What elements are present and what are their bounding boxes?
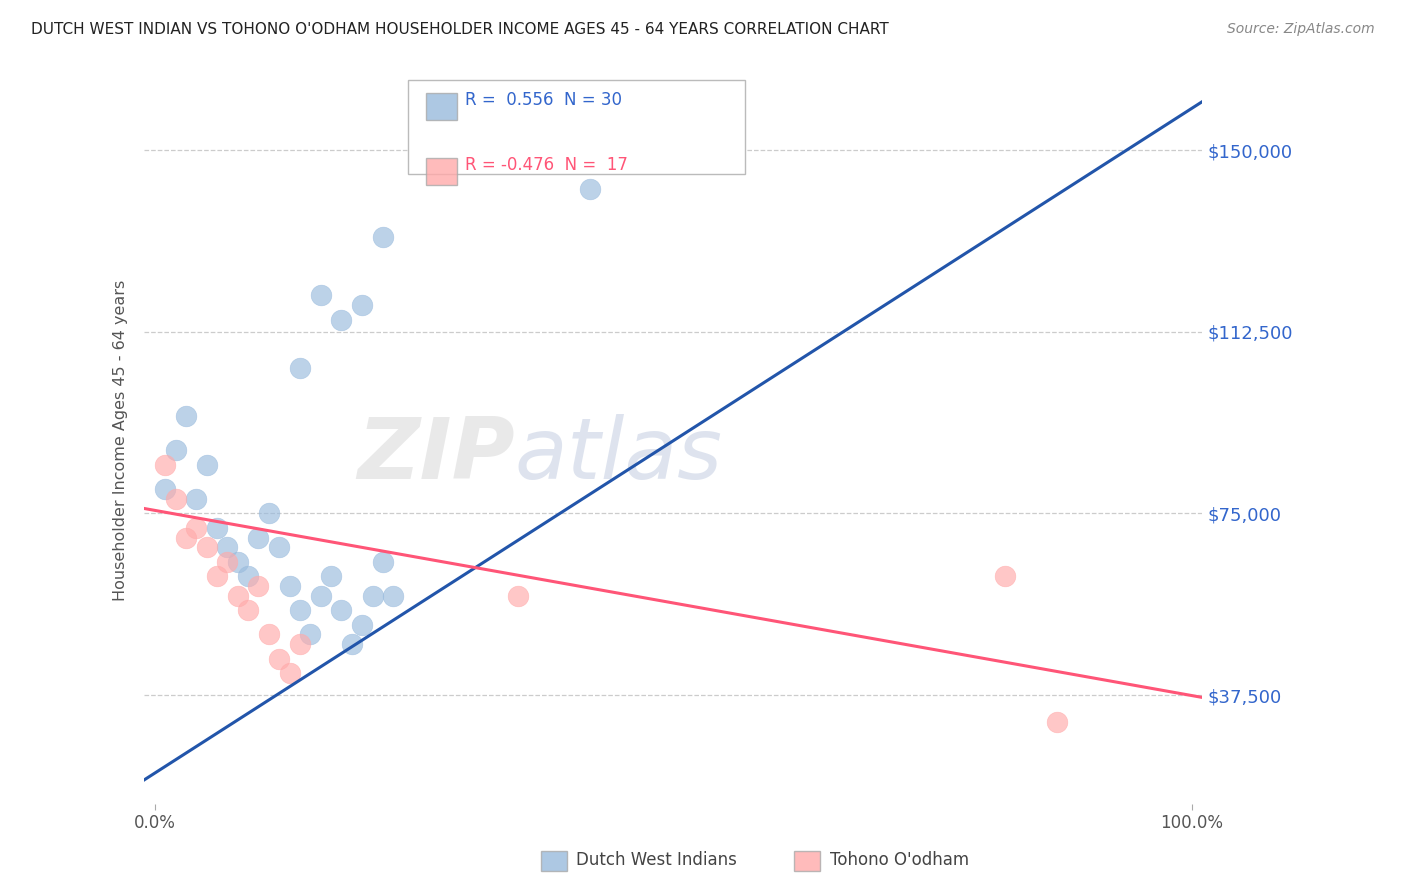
Y-axis label: Householder Income Ages 45 - 64 years: Householder Income Ages 45 - 64 years [114, 280, 128, 601]
Point [217, 541, 239, 555]
Point [288, 637, 311, 651]
Point [236, 569, 259, 583]
Point [153, 482, 176, 496]
Point [269, 541, 291, 555]
Point [226, 555, 249, 569]
Point [217, 555, 239, 569]
Point [205, 521, 228, 535]
Point [195, 458, 218, 472]
Point [257, 627, 280, 641]
Point [226, 589, 249, 603]
Text: Source: ZipAtlas.com: Source: ZipAtlas.com [1227, 22, 1375, 37]
Text: R = -0.476  N =  17: R = -0.476 N = 17 [465, 156, 628, 174]
Point [257, 507, 280, 521]
Point [299, 627, 322, 641]
Text: R =  0.556  N = 30: R = 0.556 N = 30 [465, 91, 623, 109]
Point [278, 579, 301, 593]
Point [165, 443, 187, 458]
Point [278, 666, 301, 681]
Point [247, 579, 270, 593]
Point [174, 531, 197, 545]
Point [186, 491, 208, 506]
Point [269, 651, 291, 665]
Text: Tohono O'odham: Tohono O'odham [830, 851, 969, 869]
Point [165, 491, 187, 506]
Point [506, 589, 529, 603]
Point [382, 589, 405, 603]
Point [352, 298, 374, 312]
Text: ZIP: ZIP [357, 414, 515, 497]
Point [195, 541, 218, 555]
Point [330, 312, 353, 326]
Point [371, 555, 394, 569]
Point [579, 182, 602, 196]
Point [361, 589, 384, 603]
Point [641, 153, 664, 167]
Point [319, 569, 342, 583]
Point [186, 521, 208, 535]
Text: DUTCH WEST INDIAN VS TOHONO O'ODHAM HOUSEHOLDER INCOME AGES 45 - 64 YEARS CORREL: DUTCH WEST INDIAN VS TOHONO O'ODHAM HOUS… [31, 22, 889, 37]
Point [174, 409, 197, 424]
Point [309, 589, 332, 603]
Point [1046, 714, 1069, 729]
Point [340, 637, 363, 651]
Point [236, 603, 259, 617]
Point [205, 569, 228, 583]
Text: Dutch West Indians: Dutch West Indians [576, 851, 737, 869]
Text: atlas: atlas [515, 414, 723, 497]
Point [309, 288, 332, 302]
Point [247, 531, 270, 545]
Point [994, 569, 1017, 583]
Point [352, 617, 374, 632]
Point [153, 458, 176, 472]
Point [330, 603, 353, 617]
Point [288, 361, 311, 376]
Point [288, 603, 311, 617]
Point [371, 230, 394, 244]
